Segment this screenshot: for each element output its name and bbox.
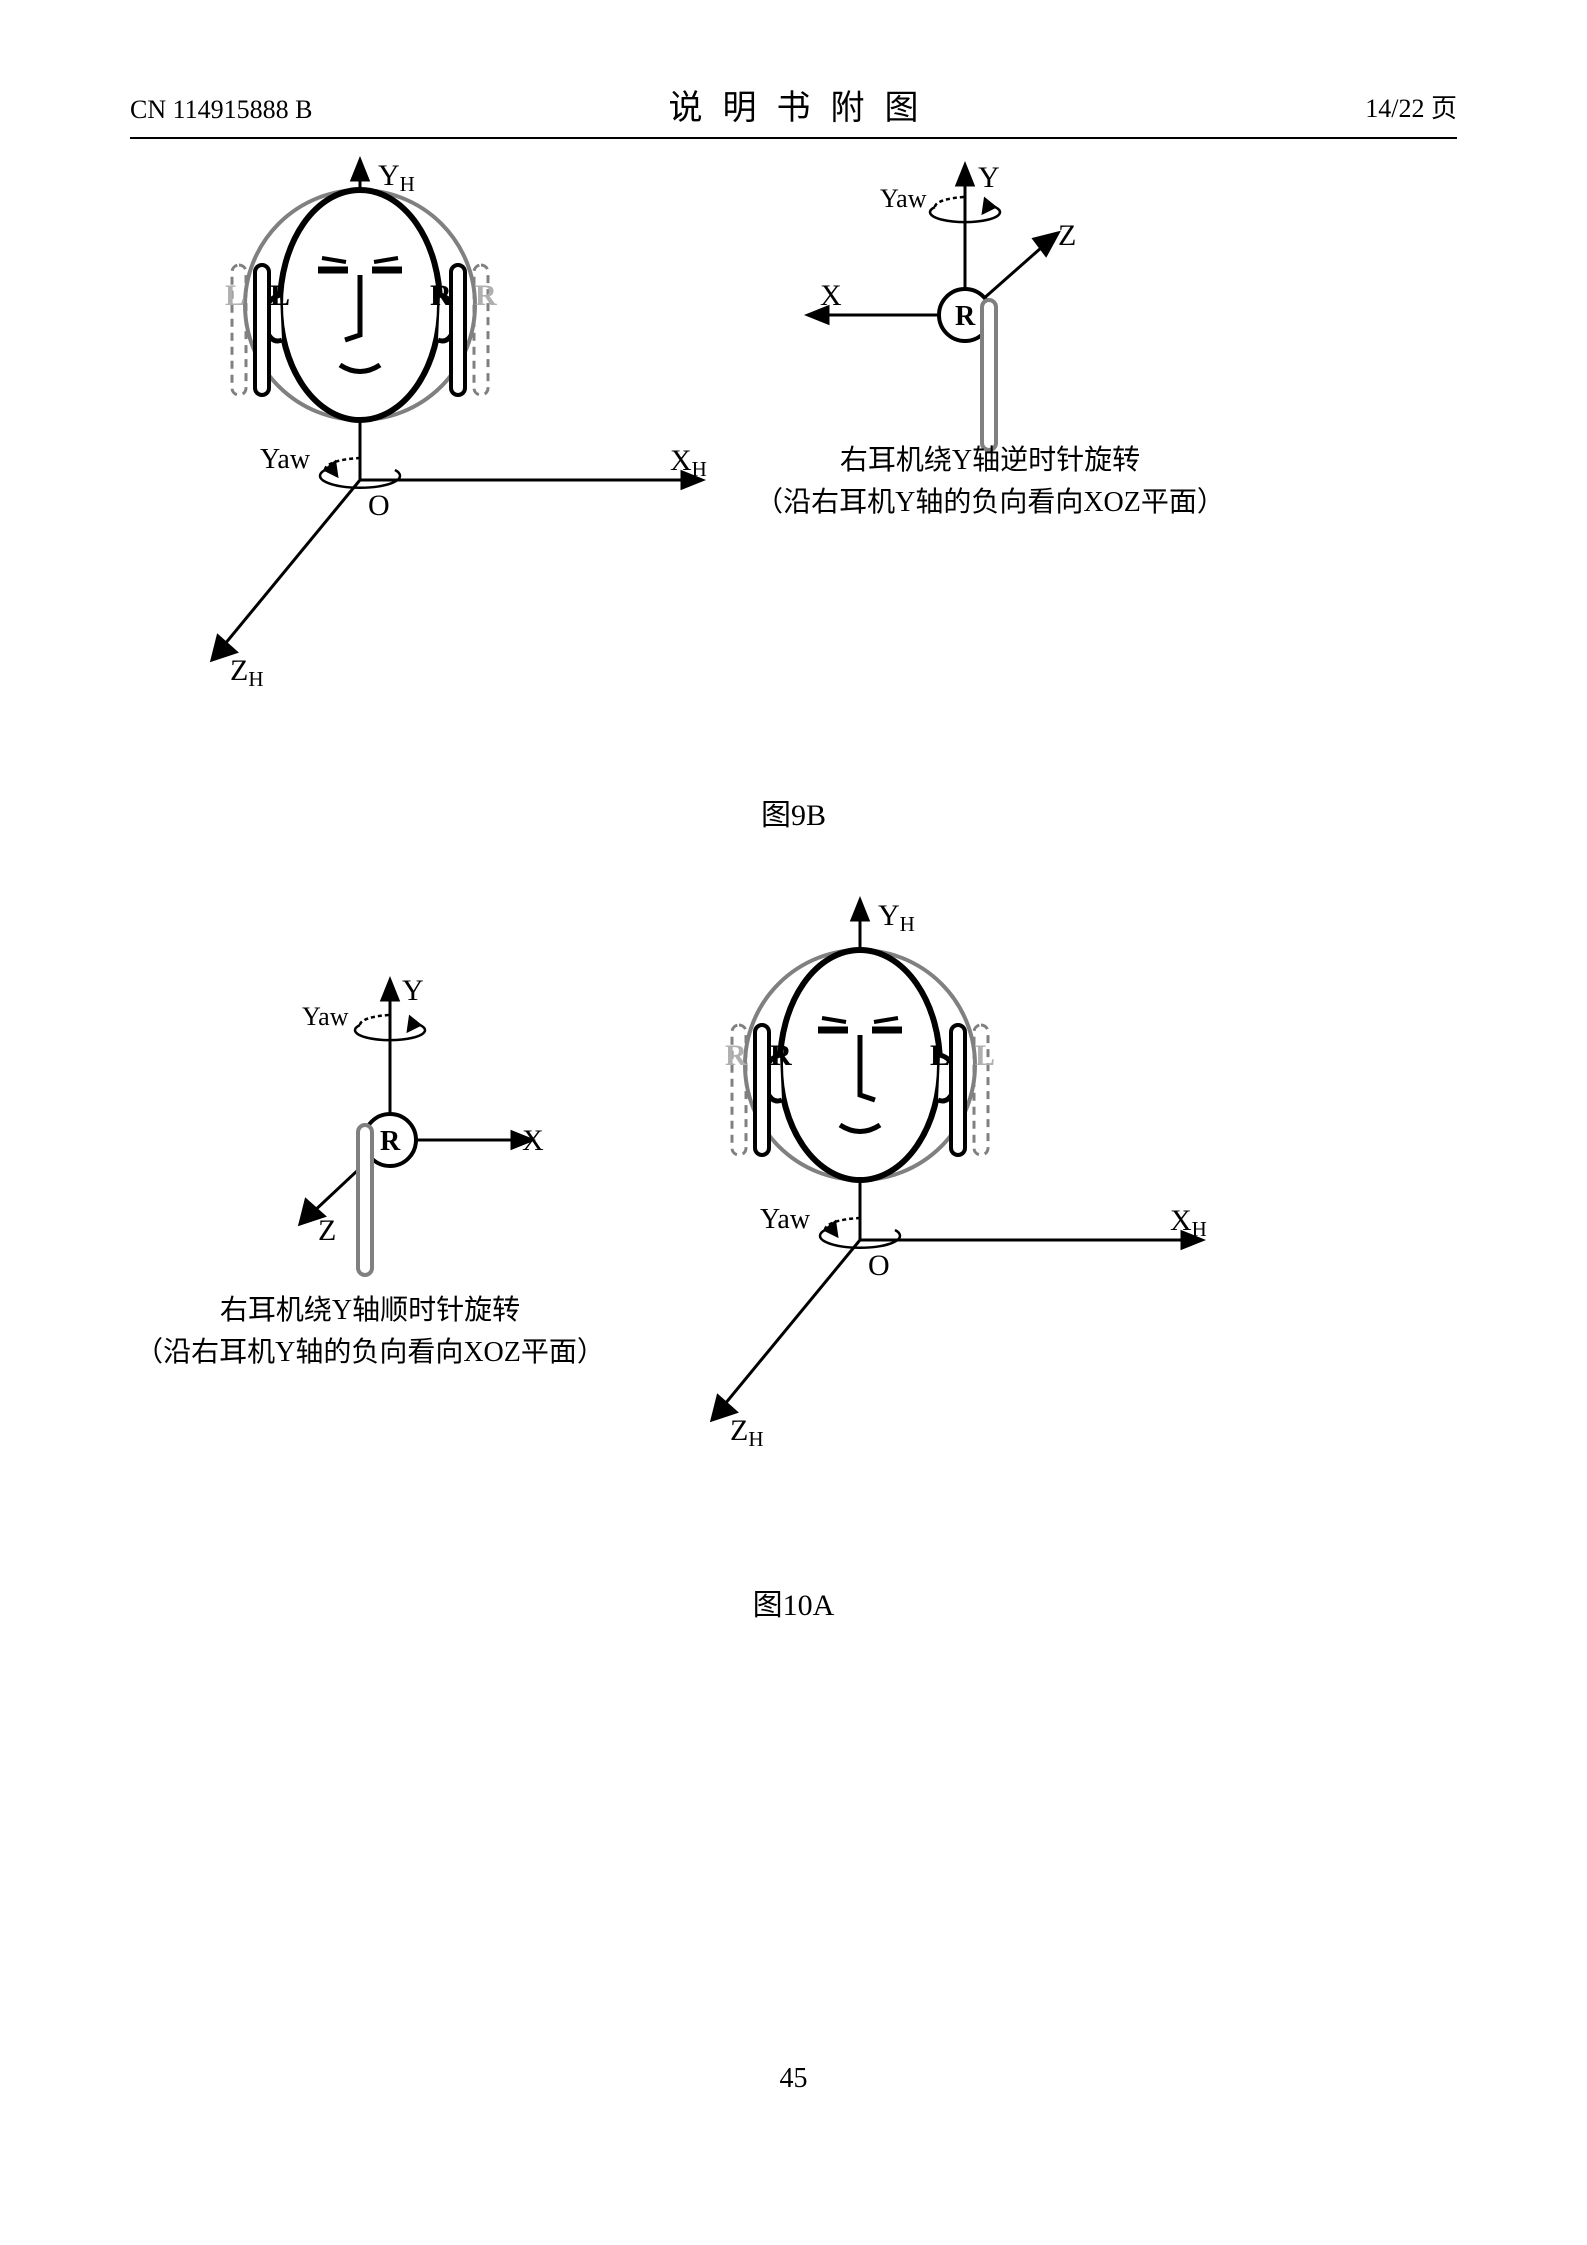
- x-label: X: [820, 279, 842, 312]
- earbud-stem-right: [451, 265, 465, 395]
- earbud-stem-left: [255, 265, 269, 395]
- caption-10a: 图10A: [0, 1580, 1587, 1624]
- ear-label-L-ghost: L: [225, 279, 245, 312]
- yaw-label-10a-bud: Yaw: [302, 1002, 349, 1031]
- z-label: Z: [1058, 219, 1076, 252]
- doc-number: CN 114915888 B: [130, 95, 313, 125]
- yaw-label-9b-bud: Yaw: [880, 184, 927, 213]
- page: CN 114915888 B 说明书附图 14/22 页 O YH XH: [0, 0, 1587, 2245]
- page-number: 45: [0, 2063, 1587, 2095]
- annotation-9b-line1: 右耳机绕Y轴逆时针旋转: [840, 445, 1140, 476]
- head-coord-svg-9b: O YH XH ZH Yaw: [130, 150, 750, 770]
- ear-label-R-ghost-10a: R: [725, 1039, 747, 1072]
- page-header: CN 114915888 B 说明书附图 14/22 页: [130, 80, 1457, 139]
- caption-9b: 图9B: [0, 790, 1587, 834]
- page-indicator: 14/22 页: [1365, 88, 1457, 125]
- x-label-10a: X: [522, 1124, 544, 1157]
- y-label: Y: [978, 161, 1000, 194]
- head-coord-svg-10a: O YH XH ZH Yaw: [610, 890, 1250, 1530]
- ear-label-L: L: [270, 279, 290, 312]
- earbud-stem-10a: [358, 1125, 372, 1275]
- y-axis-label-10a: YH: [878, 899, 915, 936]
- x-axis-label: XH: [670, 444, 707, 481]
- z-axis-label-10a: ZH: [730, 1414, 764, 1451]
- ear-label-R-10a: R: [770, 1039, 792, 1072]
- annotation-10a-line2: （沿右耳机Y轴的负向看向XOZ平面）: [135, 1337, 605, 1368]
- figure-9b: O YH XH ZH Yaw: [130, 150, 1457, 800]
- ear-label-R: R: [430, 279, 452, 312]
- origin-label-10a: O: [868, 1249, 890, 1282]
- yaw-label: Yaw: [260, 444, 311, 475]
- origin-label: O: [368, 489, 390, 522]
- annotation-10a: 右耳机绕Y轴顺时针旋转 （沿右耳机Y轴的负向看向XOZ平面）: [100, 1290, 640, 1374]
- earbud-coord-svg-9b: Y X Z Yaw R: [730, 145, 1150, 485]
- earbud-coord-svg-10a: Y X Z Yaw R: [170, 950, 590, 1310]
- annotation-9b: 右耳机绕Y轴逆时针旋转 （沿右耳机Y轴的负向看向XOZ平面）: [740, 440, 1240, 524]
- figure-10a: Y X Z Yaw R 右耳机绕Y轴顺时针旋转 （沿右耳机Y轴的负向看向XOZ平…: [130, 890, 1457, 1570]
- yaw-label-10a: Yaw: [760, 1204, 811, 1235]
- earbud-r-label-10a: R: [380, 1126, 401, 1157]
- z-axis-label: ZH: [230, 654, 264, 691]
- annotation-9b-line2: （沿右耳机Y轴的负向看向XOZ平面）: [755, 487, 1225, 518]
- ear-label-R-ghost: R: [475, 279, 497, 312]
- x-axis-label-10a: XH: [1170, 1204, 1207, 1241]
- earbud-stem: [982, 300, 996, 450]
- axes-group: [212, 160, 702, 660]
- ear-label-L-ghost-10a: L: [975, 1039, 995, 1072]
- earbud-r-label: R: [955, 301, 976, 332]
- z-label-10a: Z: [318, 1214, 336, 1247]
- annotation-10a-line1: 右耳机绕Y轴顺时针旋转: [220, 1295, 520, 1326]
- ear-label-L-10a: L: [930, 1039, 950, 1072]
- y-label-10a: Y: [402, 974, 424, 1007]
- header-title: 说明书附图: [130, 80, 1457, 129]
